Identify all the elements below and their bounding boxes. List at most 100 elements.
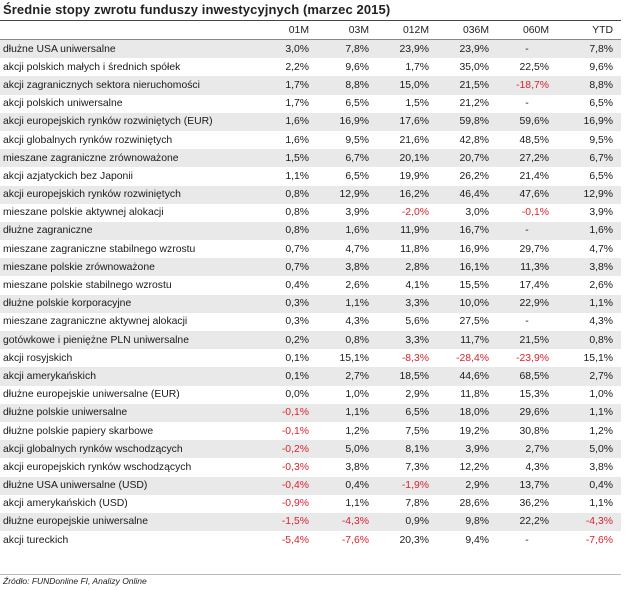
return-value-03m: -7,6% xyxy=(341,534,369,546)
table-row: dłużne europejskie uniwersalne (EUR) 0,0%… xyxy=(0,386,621,404)
return-value-060m: 2,7% xyxy=(497,440,557,459)
return-value-060m: 22,5% xyxy=(519,61,549,73)
return-value-03m: 1,1% xyxy=(317,403,377,422)
column-header-ytd: YTD xyxy=(557,22,621,40)
return-value-060m: -23,9% xyxy=(516,352,549,364)
return-value-060m: - xyxy=(525,534,529,546)
return-value-036m: 35,0% xyxy=(459,61,489,73)
return-value-012m: 18,5% xyxy=(377,367,437,386)
column-header-name xyxy=(0,22,257,40)
return-value-060m: - xyxy=(525,98,529,110)
header-row: 01M 03M 012M 036M 060M YTD xyxy=(0,22,621,40)
return-value-03m: 3,8% xyxy=(317,258,377,277)
return-value-03m: -4,3% xyxy=(317,512,377,532)
fund-category-label: mieszane zagraniczne aktywnej alokacji xyxy=(3,316,188,328)
return-value-03m: 4,7% xyxy=(345,243,369,255)
return-value-060m: - xyxy=(497,221,557,241)
table-row: akcji rosyjskich 0,1% 15,1% -8,3% -28,4% -23,… xyxy=(0,349,621,367)
return-value-060m: 4,3% xyxy=(525,461,549,473)
return-value-03m: 6,7% xyxy=(317,149,377,168)
table-row: akcji polskich uniwersalne 1,7% 6,5% 1,5% 21… xyxy=(0,95,621,113)
return-value-036m: 20,7% xyxy=(437,149,497,168)
return-value-036m: 18,0% xyxy=(437,403,497,422)
return-value-ytd: -4,3% xyxy=(557,512,621,532)
return-value-012m: 2,9% xyxy=(405,389,429,401)
fund-category-label: dłużne europejskie uniwersalne (EUR) xyxy=(3,389,180,401)
return-value-060m: 47,6% xyxy=(497,185,557,204)
fund-category-label: akcji zagranicznych sektora nieruchomośc… xyxy=(0,76,257,95)
return-value-01m: 0,8% xyxy=(257,185,317,204)
return-value-ytd: 1,1% xyxy=(589,498,613,510)
fund-category-label: akcji europejskich rynków rozwiniętych (… xyxy=(0,112,257,131)
return-value-01m: 1,6% xyxy=(285,134,309,146)
return-value-01m: 1,7% xyxy=(285,98,309,110)
return-value-012m: 11,9% xyxy=(377,221,437,241)
table-row: mieszane polskie zrównoważone 0,7% 3,8% 2,8… xyxy=(0,258,621,277)
return-value-036m: 15,5% xyxy=(459,280,489,292)
table-row: akcji polskich małych i średnich spółek 2… xyxy=(0,58,621,76)
return-value-060m: 30,8% xyxy=(519,425,549,437)
fund-category-label: mieszane zagraniczne stabilnego wzrostu xyxy=(3,243,196,255)
return-value-012m: 15,0% xyxy=(377,76,437,95)
table-row: dłużne polskie korporacyjne 0,3% 1,1% 3,3% 1… xyxy=(0,294,621,313)
fund-category-label: mieszane polskie stabilnego wzrostu xyxy=(3,280,172,292)
table-row: akcji tureckich -5,4% -7,6% 20,3% 9,4% - -7,6% xyxy=(0,531,621,549)
column-header-03m: 03M xyxy=(317,22,377,40)
return-value-ytd: 1,0% xyxy=(589,389,613,401)
return-value-ytd: 1,2% xyxy=(589,425,613,437)
table-row: mieszane zagraniczne aktywnej alokacji 0,… xyxy=(0,313,621,331)
return-value-060m: 21,5% xyxy=(497,331,557,350)
return-value-036m: 26,2% xyxy=(459,170,489,182)
return-value-012m: 1,7% xyxy=(405,61,429,73)
return-value-03m: 0,8% xyxy=(317,331,377,350)
return-value-060m: 27,2% xyxy=(497,149,557,168)
return-value-03m: 1,6% xyxy=(317,221,377,241)
return-value-012m: 17,6% xyxy=(377,112,437,131)
return-value-060m: 17,4% xyxy=(519,280,549,292)
table-row: akcji globalnych rynków rozwiniętych 1,6%… xyxy=(0,131,621,149)
return-value-012m: 20,3% xyxy=(399,534,429,546)
return-value-01m: 1,5% xyxy=(257,149,317,168)
table-row: dłużne USA uniwersalne 3,0% 7,8% 23,9% 23,9%… xyxy=(0,39,621,59)
return-value-012m: 11,8% xyxy=(400,243,429,255)
table-bottom-divider xyxy=(0,574,621,575)
return-value-03m: 9,5% xyxy=(345,134,369,146)
fund-category-label: dłużne europejskie uniwersalne xyxy=(0,512,257,532)
return-value-012m: 1,5% xyxy=(405,98,429,110)
return-value-060m: 29,7% xyxy=(519,243,549,255)
return-value-03m: 2,7% xyxy=(317,367,377,386)
returns-table: 01M 03M 012M 036M 060M YTD dłużne USA uniwers… xyxy=(0,22,621,549)
return-value-012m: 3,3% xyxy=(377,294,437,313)
fund-category-label: mieszane polskie aktywnej alokacji xyxy=(3,207,164,219)
fund-category-label: akcji amerykańskich xyxy=(0,367,257,386)
fund-category-label: akcji polskich małych i średnich spółek xyxy=(3,61,181,73)
return-value-ytd: 4,3% xyxy=(589,316,613,328)
fund-category-label: dłużne polskie korporacyjne xyxy=(0,294,257,313)
return-value-060m: 15,3% xyxy=(519,389,549,401)
return-value-012m: 0,9% xyxy=(377,512,437,532)
return-value-012m: 5,6% xyxy=(405,316,429,328)
return-value-036m: 3,9% xyxy=(437,440,497,459)
return-value-036m: 11,8% xyxy=(460,389,489,401)
return-value-ytd: 9,6% xyxy=(589,61,613,73)
return-value-ytd: 5,0% xyxy=(557,440,621,459)
return-value-036m: 46,4% xyxy=(437,185,497,204)
return-value-ytd: 6,5% xyxy=(589,98,613,110)
return-value-01m: 0,2% xyxy=(257,331,317,350)
return-value-03m: 5,0% xyxy=(317,440,377,459)
return-value-036m: 2,9% xyxy=(437,476,497,495)
return-value-ytd: 1,1% xyxy=(557,403,621,422)
return-value-01m: -5,4% xyxy=(281,534,309,546)
return-value-01m: 1,7% xyxy=(257,76,317,95)
return-value-01m: 0,1% xyxy=(285,352,309,364)
column-header-01m: 01M xyxy=(257,22,317,40)
column-header-012m: 012M xyxy=(377,22,437,40)
return-value-036m: 23,9% xyxy=(437,39,497,59)
return-value-03m: 8,8% xyxy=(317,76,377,95)
return-value-01m: -0,4% xyxy=(257,476,317,495)
return-value-060m: 21,4% xyxy=(519,170,549,182)
fund-category-label: dłużne USA uniwersalne xyxy=(0,39,257,59)
return-value-ytd: 15,1% xyxy=(583,352,613,364)
return-value-01m: 2,2% xyxy=(285,61,309,73)
